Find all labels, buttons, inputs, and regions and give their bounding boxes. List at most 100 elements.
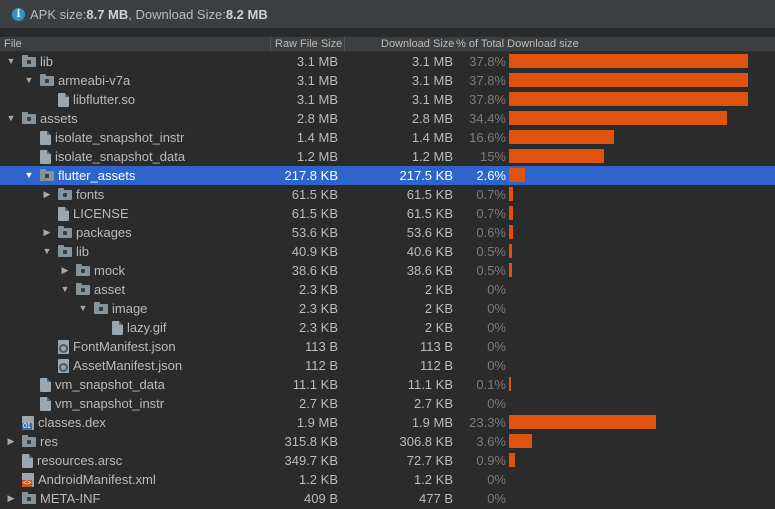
row-label: armeabi-v7a bbox=[58, 73, 131, 88]
collapse-arrow-icon[interactable]: ▼ bbox=[6, 56, 16, 66]
download-size-cell: 306.8 KB bbox=[399, 434, 454, 449]
download-size-cell: 217.5 KB bbox=[399, 168, 454, 183]
row-label: mock bbox=[94, 263, 126, 278]
table-row[interactable]: ▼ image 2.3 KB 2 KB 0% bbox=[0, 299, 775, 318]
table-row[interactable]: ▼ lib 3.1 MB 3.1 MB 37.8% bbox=[0, 52, 775, 71]
raw-size-cell: 1.2 KB bbox=[298, 472, 338, 487]
raw-size-cell: 38.6 KB bbox=[291, 263, 338, 278]
column-header-raw-size[interactable]: Raw File Size bbox=[275, 38, 343, 50]
table-row[interactable]: AssetManifest.json 112 B 112 B 0% bbox=[0, 356, 775, 375]
row-label: META-INF bbox=[40, 491, 101, 506]
folder-icon bbox=[22, 55, 36, 67]
row-label: lazy.gif bbox=[127, 320, 167, 335]
table-row[interactable]: classes.dex 1.9 MB 1.9 MB 23.3% bbox=[0, 413, 775, 432]
collapse-arrow-icon[interactable]: ▼ bbox=[24, 170, 34, 180]
expand-arrow-icon[interactable]: ▶ bbox=[7, 436, 15, 446]
table-row[interactable]: libflutter.so 3.1 MB 3.1 MB 37.8% bbox=[0, 90, 775, 109]
row-label: AssetManifest.json bbox=[73, 358, 183, 373]
download-size-cell: 2 KB bbox=[424, 301, 453, 316]
row-label: isolate_snapshot_data bbox=[55, 149, 186, 164]
size-bar bbox=[509, 263, 512, 277]
column-separator[interactable] bbox=[344, 37, 345, 51]
expand-arrow-icon[interactable]: ▶ bbox=[61, 265, 69, 275]
download-size-cell: 1.9 MB bbox=[411, 415, 453, 430]
raw-size-cell: 349.7 KB bbox=[284, 453, 339, 468]
table-row[interactable]: vm_snapshot_data 11.1 KB 11.1 KB 0.1% bbox=[0, 375, 775, 394]
table-row[interactable]: isolate_snapshot_instr 1.4 MB 1.4 MB 16.6% bbox=[0, 128, 775, 147]
size-bar bbox=[509, 168, 525, 182]
table-row[interactable]: ▶ mock 38.6 KB 38.6 KB 0.5% bbox=[0, 261, 775, 280]
percent-cell: 23.3% bbox=[469, 415, 506, 430]
dex-icon bbox=[22, 415, 34, 430]
collapse-arrow-icon[interactable]: ▼ bbox=[60, 284, 70, 294]
download-size-cell: 113 B bbox=[419, 339, 453, 354]
table-row[interactable]: ▼ flutter_assets 217.8 KB 217.5 KB 2.6% bbox=[0, 166, 775, 185]
raw-size-cell: 217.8 KB bbox=[284, 168, 339, 183]
table-row[interactable]: AndroidManifest.xml 1.2 KB 1.2 KB 0% bbox=[0, 470, 775, 489]
row-name-cell: ▼ flutter_assets bbox=[24, 166, 136, 185]
table-row[interactable]: LICENSE 61.5 KB 61.5 KB 0.7% bbox=[0, 204, 775, 223]
collapse-arrow-icon[interactable]: ▼ bbox=[42, 246, 52, 256]
raw-size-cell: 3.1 MB bbox=[296, 54, 338, 69]
table-row[interactable]: isolate_snapshot_data 1.2 MB 1.2 MB 15% bbox=[0, 147, 775, 166]
table-row[interactable]: ▶ fonts 61.5 KB 61.5 KB 0.7% bbox=[0, 185, 775, 204]
row-name-cell: ▶ res bbox=[6, 432, 59, 451]
info-icon: i bbox=[12, 7, 25, 21]
column-header-percent[interactable]: % of Total Download size bbox=[456, 38, 579, 50]
table-row[interactable]: vm_snapshot_instr 2.7 KB 2.7 KB 0% bbox=[0, 394, 775, 413]
file-icon bbox=[58, 206, 69, 221]
percent-cell: 16.6% bbox=[469, 130, 506, 145]
column-header-file[interactable]: File bbox=[4, 38, 22, 50]
percent-cell: 37.8% bbox=[469, 73, 506, 88]
column-header-download-size[interactable]: Download Size bbox=[381, 38, 455, 50]
folder-icon bbox=[22, 435, 36, 447]
apk-size-label: APK size: bbox=[30, 6, 87, 22]
percent-cell: 3.6% bbox=[476, 434, 506, 449]
row-name-cell: ▶ packages bbox=[42, 223, 132, 242]
table-row[interactable]: ▶ res 315.8 KB 306.8 KB 3.6% bbox=[0, 432, 775, 451]
percent-cell: 0% bbox=[487, 491, 506, 506]
table-row[interactable]: ▼ lib 40.9 KB 40.6 KB 0.5% bbox=[0, 242, 775, 261]
file-icon bbox=[22, 453, 33, 468]
download-size-cell: 1.4 MB bbox=[411, 130, 453, 145]
collapse-arrow-icon[interactable]: ▼ bbox=[78, 303, 88, 313]
download-size-cell: 1.2 MB bbox=[411, 149, 453, 164]
table-row[interactable]: ▼ asset 2.3 KB 2 KB 0% bbox=[0, 280, 775, 299]
table-row[interactable]: ▶ META-INF 409 B 477 B 0% bbox=[0, 489, 775, 508]
percent-cell: 0% bbox=[487, 301, 506, 316]
download-size-cell: 2.8 MB bbox=[411, 111, 453, 126]
percent-cell: 37.8% bbox=[469, 92, 506, 107]
column-separator[interactable] bbox=[270, 37, 271, 51]
row-name-cell: resources.arsc bbox=[6, 451, 122, 470]
row-name-cell: ▶ mock bbox=[60, 261, 126, 280]
table-row[interactable]: resources.arsc 349.7 KB 72.7 KB 0.9% bbox=[0, 451, 775, 470]
expand-arrow-icon[interactable]: ▶ bbox=[43, 227, 51, 237]
apk-size-value: 8.7 MB bbox=[86, 6, 129, 22]
file-icon bbox=[40, 149, 51, 164]
collapse-arrow-icon[interactable]: ▼ bbox=[6, 113, 16, 123]
raw-size-cell: 3.1 MB bbox=[296, 92, 338, 107]
table-row[interactable]: ▶ packages 53.6 KB 53.6 KB 0.6% bbox=[0, 223, 775, 242]
expand-arrow-icon[interactable]: ▶ bbox=[43, 189, 51, 199]
collapse-arrow-icon[interactable]: ▼ bbox=[24, 75, 34, 85]
raw-size-cell: 315.8 KB bbox=[284, 434, 339, 449]
download-size-cell: 40.6 KB bbox=[406, 244, 453, 259]
folder-icon bbox=[94, 302, 108, 314]
folder-icon bbox=[22, 112, 36, 124]
row-name-cell: isolate_snapshot_instr bbox=[24, 128, 184, 147]
percent-cell: 34.4% bbox=[469, 111, 506, 126]
row-label: lib bbox=[40, 54, 54, 69]
gear-icon bbox=[58, 339, 69, 354]
table-row[interactable]: ▼ armeabi-v7a 3.1 MB 3.1 MB 37.8% bbox=[0, 71, 775, 90]
table-row[interactable]: lazy.gif 2.3 KB 2 KB 0% bbox=[0, 318, 775, 337]
folder-icon bbox=[76, 283, 90, 295]
row-label: AndroidManifest.xml bbox=[38, 472, 156, 487]
row-name-cell: vm_snapshot_data bbox=[24, 375, 165, 394]
table-row[interactable]: FontManifest.json 113 B 113 B 0% bbox=[0, 337, 775, 356]
table-row[interactable]: ▼ assets 2.8 MB 2.8 MB 34.4% bbox=[0, 109, 775, 128]
row-label: assets bbox=[40, 111, 78, 126]
raw-size-cell: 40.9 KB bbox=[291, 244, 338, 259]
raw-size-cell: 11.1 KB bbox=[292, 377, 338, 392]
expand-arrow-icon[interactable]: ▶ bbox=[7, 493, 15, 503]
row-name-cell: ▼ lib bbox=[6, 52, 53, 71]
